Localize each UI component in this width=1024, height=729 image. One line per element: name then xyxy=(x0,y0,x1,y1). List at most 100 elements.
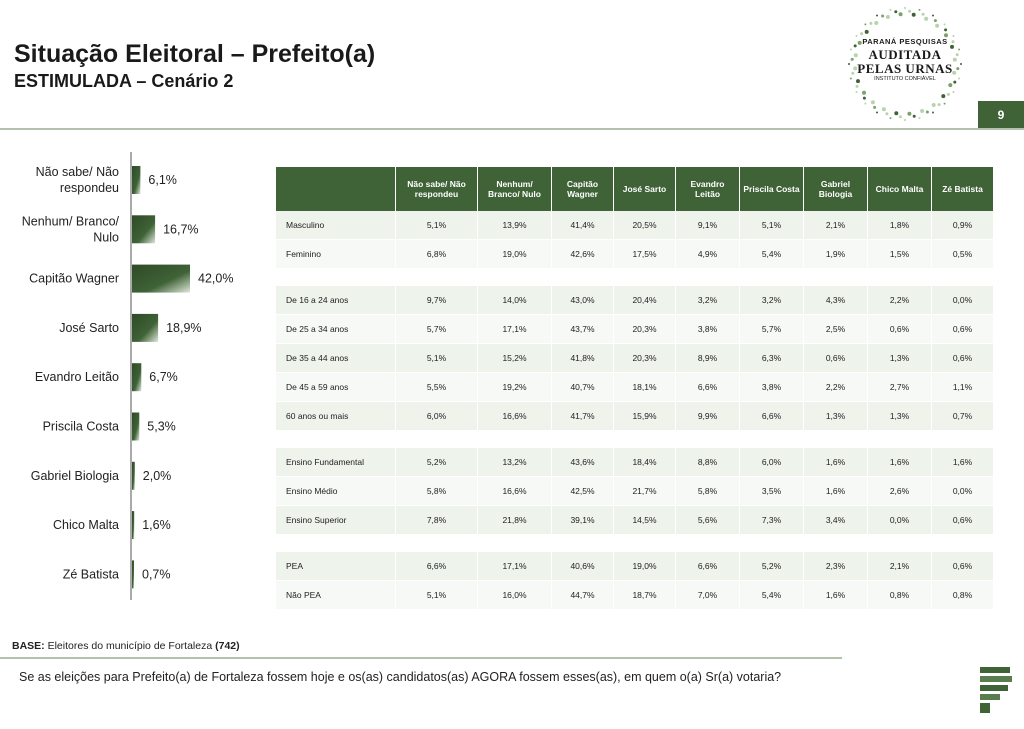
logo-text: PARANÁ PESQUISAS AUDITADA PELAS URNAS IN… xyxy=(838,38,972,82)
table-header-cell: Gabriel Biologia xyxy=(803,167,867,211)
logo-dot xyxy=(853,53,858,58)
table-cell: 19,0% xyxy=(477,240,551,269)
row-label: PEA xyxy=(276,552,395,581)
logo-dot xyxy=(874,21,879,25)
table-cell: 5,8% xyxy=(675,477,739,506)
bar-category-label: Chico Malta xyxy=(53,518,119,532)
logo-dot xyxy=(860,32,864,36)
table-cell: 15,2% xyxy=(477,344,551,373)
table-cell: 1,3% xyxy=(867,402,931,431)
bar-1 xyxy=(132,215,156,244)
row-label: Masculino xyxy=(276,211,395,240)
table-row: Masculino 5,1% 13,9% 41,4% 20,5% 9,1% 5,1% 2,1%… xyxy=(276,211,993,240)
table-cell: 1,6% xyxy=(803,448,867,477)
table-cell: 41,8% xyxy=(551,344,613,373)
logo-dot xyxy=(932,111,934,114)
table-header-cell: José Sarto xyxy=(613,167,675,211)
table-header-cell: Capitão Wagner xyxy=(551,167,613,211)
table-cell: 5,7% xyxy=(739,315,803,344)
table-cell: 1,6% xyxy=(867,448,931,477)
logo-dot xyxy=(956,67,960,71)
bar-category-label: Capitão Wagner xyxy=(29,272,119,286)
table-cell: 7,0% xyxy=(675,581,739,610)
table-cell: 6,3% xyxy=(739,344,803,373)
table-cell: 1,6% xyxy=(931,448,993,477)
table-cell: 3,4% xyxy=(803,506,867,535)
table-cell: 20,5% xyxy=(613,211,675,240)
table-cell: 16,6% xyxy=(477,477,551,506)
table-cell: 4,3% xyxy=(803,286,867,315)
logo-dot xyxy=(943,102,946,105)
logo-dot xyxy=(924,16,929,21)
row-label: De 35 a 44 anos xyxy=(276,344,395,373)
table-cell: 6,8% xyxy=(395,240,477,269)
table-cell: 1,6% xyxy=(803,477,867,506)
table-cell: 16,6% xyxy=(477,402,551,431)
page-number: 9 xyxy=(978,101,1024,129)
logo-dot xyxy=(855,84,859,88)
logo-dot xyxy=(943,23,946,26)
table-cell: 2,1% xyxy=(867,552,931,581)
bar-5 xyxy=(132,412,140,441)
table-row: 60 anos ou mais 6,0% 16,6% 41,7% 15,9% 9,9% 6,… xyxy=(276,402,993,431)
table-cell: 18,7% xyxy=(613,581,675,610)
table-header-cell: Chico Malta xyxy=(867,167,931,211)
table-row: Ensino Fundamental 5,2% 13,2% 43,6% 18,4% 8,8… xyxy=(276,448,993,477)
logo-dot xyxy=(864,102,867,105)
bar-category-label: Gabriel Biologia xyxy=(31,469,119,483)
table-cell: 1,1% xyxy=(931,373,993,402)
table-cell: 2,5% xyxy=(803,315,867,344)
crosstab-table: Não sabe/ Não respondeu Nenhum/ Branco/ N… xyxy=(276,167,993,610)
group-spacer xyxy=(276,431,993,448)
table-row: Feminino 6,8% 19,0% 42,6% 17,5% 4,9% 5,4% 1,9% 1… xyxy=(276,240,993,269)
table-cell: 6,6% xyxy=(739,402,803,431)
table-row: De 16 a 24 anos 9,7% 14,0% 43,0% 20,4% 3,2% 3,… xyxy=(276,286,993,315)
bar-2 xyxy=(132,264,190,293)
logo-dot xyxy=(907,111,912,116)
logo-dot xyxy=(941,94,946,99)
page-title: Situação Eleitoral – Prefeito(a) xyxy=(14,40,376,68)
bar-value-label: 2,0% xyxy=(143,469,172,483)
table-cell: 19,2% xyxy=(477,373,551,402)
table-cell: 40,7% xyxy=(551,373,613,402)
logo-dot xyxy=(850,57,854,61)
group-spacer xyxy=(276,269,993,286)
logo-dot xyxy=(952,35,955,37)
logo-dot xyxy=(876,111,878,114)
row-label: Não PEA xyxy=(276,581,395,610)
table-cell: 3,8% xyxy=(739,373,803,402)
survey-question: Se as eleições para Prefeito(a) de Forta… xyxy=(19,670,782,684)
table-cell: 17,5% xyxy=(613,240,675,269)
logo-dot xyxy=(944,33,948,38)
bar-value-label: 42,0% xyxy=(198,272,233,286)
logo-dot xyxy=(955,53,959,57)
table-cell: 14,0% xyxy=(477,286,551,315)
logo-dot xyxy=(869,21,873,25)
logo-dot xyxy=(948,83,953,88)
bar-value-label: 6,1% xyxy=(148,173,177,187)
table-cell: 43,0% xyxy=(551,286,613,315)
table-cell: 6,6% xyxy=(395,552,477,581)
candidate-bar-chart: 6,1% Não sabe/ Não respondeu 16,7% Nenhum/ B… xyxy=(22,152,233,600)
row-label: De 45 a 59 anos xyxy=(276,373,395,402)
table-row: Ensino Superior 7,8% 21,8% 39,1% 14,5% 5,6% 7,… xyxy=(276,506,993,535)
table-row: Não PEA 5,1% 16,0% 44,7% 18,7% 7,0% 5,4% 1,6% 0,… xyxy=(276,581,993,610)
row-label: De 16 a 24 anos xyxy=(276,286,395,315)
table-cell: 15,9% xyxy=(613,402,675,431)
table-row: Ensino Médio 5,8% 16,6% 42,5% 21,7% 5,8% 3,5% 1… xyxy=(276,477,993,506)
table-cell: 0,6% xyxy=(931,315,993,344)
table-cell: 20,3% xyxy=(613,315,675,344)
table-cell: 5,1% xyxy=(395,581,477,610)
logo-dot xyxy=(908,9,912,13)
table-row: De 25 a 34 anos 5,7% 17,1% 43,7% 20,3% 3,8% 5,… xyxy=(276,315,993,344)
footer-divider xyxy=(0,657,842,659)
table-cell: 7,8% xyxy=(395,506,477,535)
table-cell: 43,6% xyxy=(551,448,613,477)
logo-line-2: AUDITADA xyxy=(868,46,942,62)
bar-category-label: Zé Batista xyxy=(63,567,119,581)
logo-dot xyxy=(853,66,858,71)
table-cell: 0,5% xyxy=(931,240,993,269)
table-cell: 2,2% xyxy=(867,286,931,315)
table-cell: 21,8% xyxy=(477,506,551,535)
bar-category-label: Evandro Leitão xyxy=(35,370,119,384)
